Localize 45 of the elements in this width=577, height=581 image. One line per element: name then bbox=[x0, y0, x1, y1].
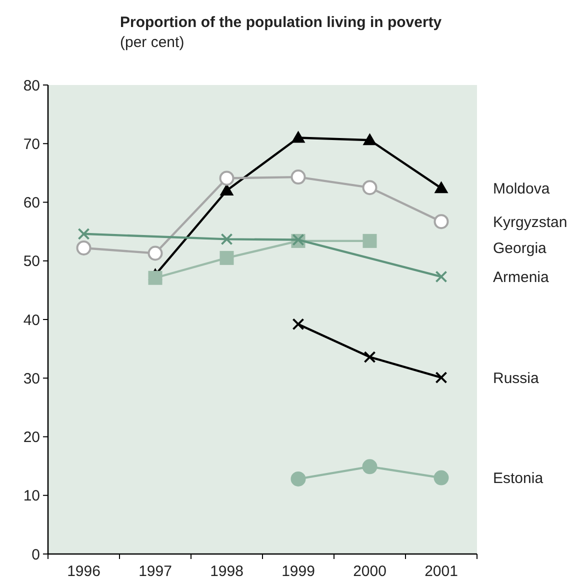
point bbox=[290, 471, 306, 486]
y-tick-label: 80 bbox=[23, 77, 40, 94]
x-tick-label: 1996 bbox=[67, 563, 100, 580]
point bbox=[148, 246, 163, 261]
x-tick-label: 1999 bbox=[282, 563, 315, 580]
point bbox=[362, 234, 377, 248]
text: Georgia bbox=[493, 240, 548, 257]
text: Kyrgyzstan bbox=[493, 214, 568, 231]
y-tick-label: 50 bbox=[23, 253, 40, 270]
chart-title: Proportion of the population living in poverty bbox=[120, 14, 442, 31]
y-tick-label: 30 bbox=[23, 370, 40, 388]
point bbox=[435, 372, 448, 384]
y-tick-label: 60 bbox=[23, 194, 40, 212]
point bbox=[291, 130, 306, 143]
point bbox=[76, 240, 92, 256]
text: Moldova bbox=[493, 180, 550, 198]
text: Armenia bbox=[493, 268, 550, 286]
point bbox=[435, 270, 448, 283]
point bbox=[290, 170, 306, 185]
chart-subtitle: (per cent) bbox=[120, 34, 184, 51]
y-tick-label: 20 bbox=[23, 429, 40, 446]
y-tick-label: 0 bbox=[32, 546, 40, 564]
text: Estonia bbox=[493, 470, 544, 488]
point bbox=[434, 214, 449, 230]
y-tick-label: 40 bbox=[23, 312, 40, 329]
point bbox=[78, 228, 90, 240]
point bbox=[292, 318, 304, 330]
y-tick-label: 70 bbox=[23, 136, 40, 153]
text: Russia bbox=[493, 370, 540, 387]
point bbox=[362, 459, 378, 474]
point bbox=[220, 250, 234, 265]
x-tick-label: 1997 bbox=[138, 563, 172, 580]
point bbox=[434, 181, 448, 194]
x-tick-label: 1998 bbox=[210, 563, 244, 580]
point bbox=[148, 270, 162, 285]
point bbox=[219, 170, 234, 186]
y-tick-label: 10 bbox=[23, 488, 40, 505]
point bbox=[362, 180, 378, 196]
x-tick-label: 2001 bbox=[424, 563, 458, 580]
point bbox=[220, 184, 234, 196]
point bbox=[434, 470, 449, 486]
point bbox=[364, 351, 376, 364]
point bbox=[220, 233, 233, 246]
point bbox=[362, 133, 377, 146]
x-tick-label: 2000 bbox=[353, 563, 386, 580]
